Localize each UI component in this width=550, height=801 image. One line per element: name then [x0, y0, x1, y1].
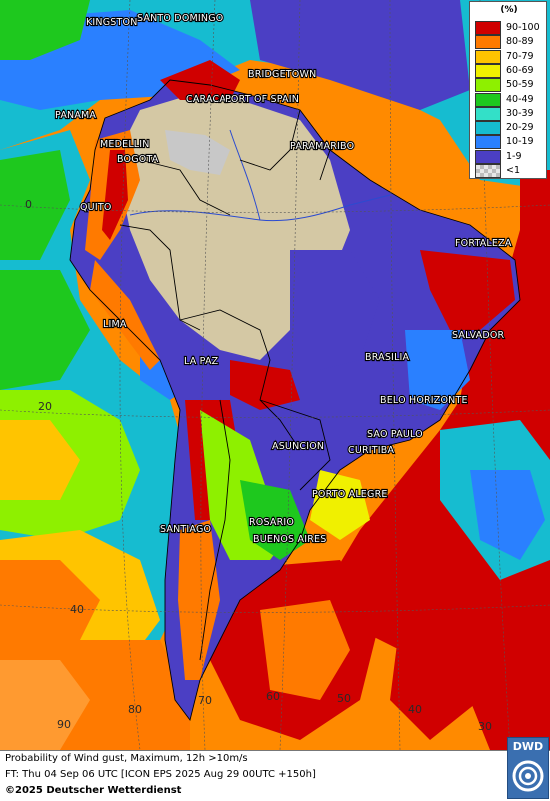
lat-label-20: 20 — [38, 400, 52, 413]
legend-label: 80-89 — [506, 36, 534, 48]
city-caracas: CARACAS — [186, 94, 232, 105]
legend-item: 50-59 — [475, 78, 545, 93]
borders — [69, 79, 521, 722]
product-description: Probability of Wind gust, Maximum, 12h >… — [5, 753, 248, 764]
legend-label: 1-9 — [506, 150, 522, 162]
legend-swatch — [475, 106, 501, 121]
rivers — [129, 129, 391, 222]
legend-label: 70-79 — [506, 50, 534, 62]
lon-label-90: 90 — [57, 718, 71, 731]
legend-swatch — [475, 135, 501, 150]
lat-label-0: 0 — [25, 198, 32, 211]
lon-label-60: 60 — [266, 690, 280, 703]
forecast-time: FT: Thu 04 Sep 06 UTC [ICON EPS 2025 Aug… — [5, 769, 316, 780]
city-curitiba: CURITIBA — [348, 445, 395, 456]
legend-item: 40-49 — [475, 92, 545, 107]
city-salvador: SALVADOR — [452, 330, 505, 341]
city-lima: LIMA — [103, 319, 127, 330]
city-bogota: BOGOTA — [117, 154, 159, 165]
legend: (%) 90-100 80-89 70-79 60-69 50-59 40-49 30-39… — [469, 1, 547, 179]
lon-label-50: 50 — [337, 692, 351, 705]
city-paramaribo: PARAMARIBO — [290, 141, 354, 152]
legend-label: 60-69 — [506, 64, 534, 76]
graticule-lines — [0, 0, 550, 750]
city-port-of-spain: PORT OF SPAIN — [225, 94, 299, 105]
city-sao-paulo: SAO PAULO — [367, 429, 423, 440]
legend-swatch — [475, 121, 501, 136]
city-brasilia: BRASILIA — [365, 352, 410, 363]
city-bridgetown: BRIDGETOWN — [248, 69, 316, 80]
legend-title: (%) — [500, 5, 518, 15]
city-panama: PANAMA — [55, 110, 96, 121]
lon-label-40: 40 — [408, 703, 422, 716]
legend-swatch — [475, 92, 501, 107]
continent-fields — [70, 60, 520, 720]
city-medellin: MEDELLIN — [100, 139, 150, 150]
legend-swatch — [475, 78, 501, 93]
city-kingston: KINGSTON — [86, 17, 138, 28]
legend-swatch — [475, 149, 501, 164]
legend-label: 40-49 — [506, 93, 534, 105]
probability-map: 0 20 40 90 80 70 60 50 40 30 KINGSTON SA… — [0, 0, 550, 750]
legend-item: 60-69 — [475, 63, 545, 78]
dwd-logo: DWD — [507, 737, 549, 799]
dwd-swirl-icon — [512, 760, 544, 792]
legend-item: 20-29 — [475, 121, 545, 136]
copyright: ©2025 Deutscher Wetterdienst — [5, 785, 182, 796]
legend-label: 10-19 — [506, 136, 534, 148]
legend-swatch — [475, 49, 501, 64]
lon-label-70: 70 — [198, 694, 212, 707]
legend-label: 50-59 — [506, 79, 534, 91]
city-labels: KINGSTON SANTO DOMINGO BRIDGETOWN CARACA… — [54, 12, 513, 546]
legend-item: 90-100 — [475, 21, 545, 35]
legend-label: 30-39 — [506, 107, 534, 119]
city-rosario: ROSARIO — [249, 517, 294, 528]
city-belo-horizonte: BELO HORIZONTE — [380, 395, 468, 406]
city-quito: QUITO — [80, 202, 112, 213]
legend-item: 10-19 — [475, 135, 545, 150]
city-santo-domingo: SANTO DOMINGO — [137, 13, 223, 24]
city-santiago: SANTIAGO — [160, 524, 211, 535]
city-porto-alegre: PORTO ALEGRE — [312, 489, 388, 500]
legend-item: 80-89 — [475, 35, 545, 50]
legend-swatch — [475, 35, 501, 50]
legend-item: <1 — [475, 164, 545, 178]
legend-item: 1-9 — [475, 149, 545, 164]
city-asuncion: ASUNCION — [272, 441, 324, 452]
legend-label: 20-29 — [506, 122, 534, 134]
legend-swatch — [475, 21, 501, 35]
dwd-logo-text: DWD — [512, 740, 544, 753]
legend-swatch — [475, 164, 501, 178]
legend-item: 70-79 — [475, 49, 545, 64]
city-fortaleza: FORTALEZA — [455, 238, 512, 249]
city-buenos-aires: BUENOS AIRES — [253, 534, 326, 545]
lon-label-80: 80 — [128, 703, 142, 716]
legend-label: 90-100 — [506, 22, 540, 33]
footer: Probability of Wind gust, Maximum, 12h >… — [0, 750, 550, 801]
legend-label: <1 — [506, 165, 521, 176]
legend-swatch — [475, 63, 501, 78]
lat-label-40: 40 — [70, 603, 84, 616]
legend-item: 30-39 — [475, 106, 545, 121]
lon-label-30: 30 — [478, 720, 492, 733]
city-la-paz: LA PAZ — [184, 356, 219, 367]
